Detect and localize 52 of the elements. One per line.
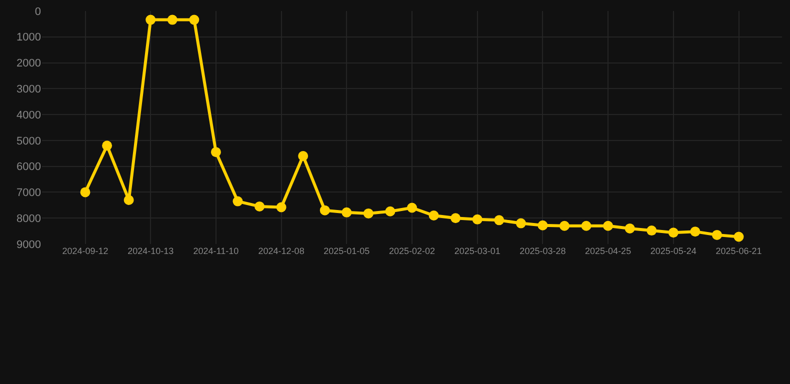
point bbox=[232, 196, 243, 206]
point bbox=[734, 232, 744, 242]
point bbox=[559, 220, 570, 231]
x-tick-label: 2024-10-13 bbox=[128, 246, 174, 256]
point bbox=[385, 206, 396, 216]
y-tick-label: 8000 bbox=[16, 212, 41, 225]
x-tick-label: 2024-12-08 bbox=[258, 246, 304, 256]
x-tick-label: 2025-06-21 bbox=[716, 246, 762, 256]
point bbox=[80, 187, 90, 198]
point bbox=[407, 202, 417, 213]
point bbox=[581, 220, 592, 231]
point bbox=[363, 208, 374, 218]
x-tick-label: 2024-11-10 bbox=[193, 246, 239, 256]
point bbox=[254, 201, 265, 212]
point bbox=[712, 230, 722, 240]
x-tick-label: 2024-09-12 bbox=[62, 246, 108, 256]
y-tick-label: 4000 bbox=[16, 109, 41, 122]
x-tick-label: 2025-04-25 bbox=[585, 246, 632, 256]
point bbox=[210, 147, 221, 158]
point bbox=[320, 205, 330, 216]
point bbox=[472, 214, 482, 224]
y-tick-label: 3000 bbox=[16, 84, 41, 96]
point bbox=[603, 220, 614, 231]
x-tick-label: 2025-03-28 bbox=[520, 246, 566, 256]
point bbox=[538, 220, 548, 230]
y-tick-label: 1000 bbox=[16, 32, 41, 44]
point bbox=[298, 150, 308, 161]
point bbox=[668, 228, 678, 238]
point bbox=[450, 213, 461, 224]
y-tick-label: 7000 bbox=[16, 187, 41, 200]
y-tick-label: 5000 bbox=[16, 135, 41, 148]
x-tick-label: 2025-01-05 bbox=[324, 246, 370, 256]
point bbox=[189, 14, 200, 25]
x-tick-label: 2025-02-02 bbox=[388, 246, 436, 256]
point bbox=[102, 140, 112, 151]
y-tick-label: 2000 bbox=[16, 58, 41, 70]
point bbox=[494, 215, 504, 226]
point bbox=[690, 226, 700, 237]
point bbox=[428, 210, 439, 221]
point bbox=[342, 207, 352, 218]
x-tick-label: 2025-03-01 bbox=[454, 246, 500, 256]
x-tick-label: 2025-05-24 bbox=[650, 246, 696, 256]
y-tick-label: 6000 bbox=[16, 161, 41, 174]
point bbox=[646, 226, 657, 236]
point bbox=[124, 194, 134, 205]
point bbox=[146, 14, 156, 25]
point bbox=[276, 202, 286, 212]
point bbox=[167, 14, 178, 25]
point bbox=[516, 218, 526, 228]
point bbox=[624, 223, 635, 234]
y-tick-label: 9000 bbox=[16, 238, 41, 251]
y-tick-label: 0 bbox=[34, 6, 41, 18]
